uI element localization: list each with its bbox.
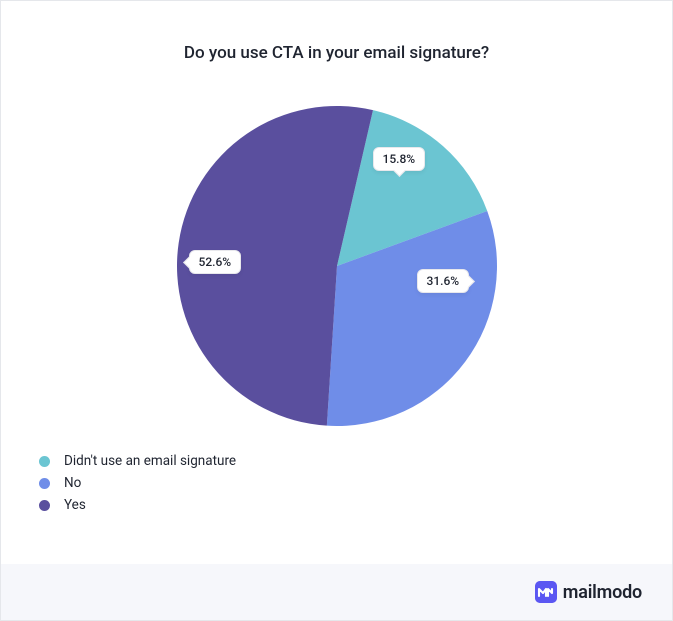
- brand-logo-icon: [535, 581, 557, 603]
- legend-swatch: [39, 456, 50, 467]
- legend: Didn't use an email signature No Yes: [39, 453, 236, 519]
- brand: mailmodo: [535, 581, 642, 603]
- legend-item-didnt: Didn't use an email signature: [39, 453, 236, 469]
- chart-card: Do you use CTA in your email signature? …: [0, 0, 673, 621]
- footer-bar: mailmodo: [1, 564, 672, 620]
- slice-label-didnt: 15.8%: [373, 147, 426, 171]
- pie-chart: 15.8% 31.6% 52.6%: [177, 106, 497, 426]
- legend-item-yes: Yes: [39, 497, 236, 513]
- legend-label: No: [64, 475, 81, 491]
- legend-swatch: [39, 500, 50, 511]
- pie-chart-container: 15.8% 31.6% 52.6%: [1, 106, 672, 426]
- slice-label-yes: 52.6%: [189, 250, 242, 274]
- legend-swatch: [39, 478, 50, 489]
- legend-label: Didn't use an email signature: [64, 453, 236, 469]
- brand-name: mailmodo: [563, 582, 642, 603]
- legend-label: Yes: [64, 497, 86, 513]
- chart-title: Do you use CTA in your email signature?: [1, 1, 672, 63]
- slice-label-no: 31.6%: [417, 269, 470, 293]
- legend-item-no: No: [39, 475, 236, 491]
